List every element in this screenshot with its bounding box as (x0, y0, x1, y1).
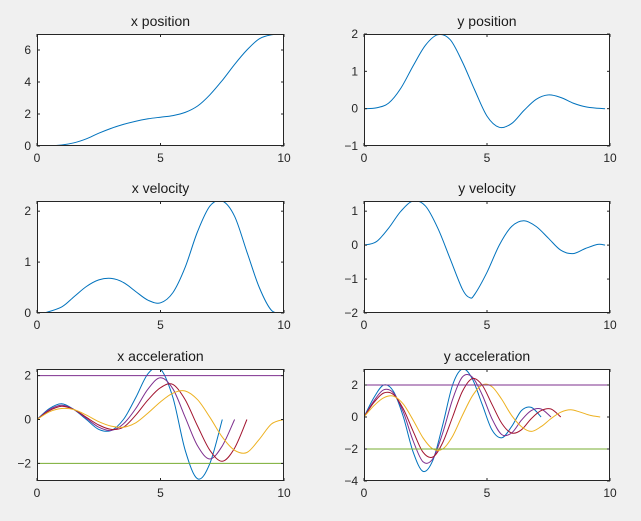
subplot-title: y acceleration (444, 348, 530, 364)
series-line-0 (37, 369, 223, 480)
y-tick-label: 2 (24, 204, 31, 218)
x-tick-label: 10 (277, 318, 291, 332)
series-line-3 (37, 390, 284, 454)
plot-area (364, 201, 610, 313)
y-tick-label: 0 (351, 238, 358, 252)
plot-area (37, 34, 284, 146)
y-tick-label: −1 (344, 272, 358, 286)
series-line-0 (364, 201, 606, 299)
subplot-title: y velocity (458, 180, 516, 196)
plot-area (37, 369, 284, 481)
y-tick-label: 1 (24, 255, 31, 269)
x-tick-label: 10 (277, 486, 291, 500)
y-tick-label: 4 (24, 75, 31, 89)
plot-area (364, 34, 610, 146)
x-tick-label: 5 (157, 151, 164, 165)
series-group (44, 201, 284, 313)
series-line-0 (364, 34, 606, 129)
y-tick-label: 0 (24, 306, 31, 320)
subplot-5: 0 5 10 −4 −2 0 2 y acceleration (344, 348, 617, 500)
y-tick-label: 1 (351, 204, 358, 218)
y-tick-label: 2 (351, 378, 358, 392)
subplot-3: 0 5 10 −2 −1 0 1 y velocity (344, 180, 617, 332)
y-tick-label: 0 (351, 410, 358, 424)
series-line-0 (37, 34, 284, 146)
x-tick-label: 0 (34, 486, 41, 500)
subplot-title: x position (131, 13, 190, 29)
x-tick-label: 0 (361, 486, 368, 500)
y-tick-label: −2 (17, 456, 31, 470)
y-tick-label: −2 (344, 306, 358, 320)
y-tick-label: 6 (24, 43, 31, 57)
y-tick-label: −1 (344, 139, 358, 153)
subplot-title: y position (457, 13, 516, 29)
y-tick-label: 0 (24, 139, 31, 153)
subplot-0: 0 5 10 0 2 4 6 x position (24, 13, 291, 165)
x-tick-label: 0 (361, 318, 368, 332)
series-line-0 (44, 201, 284, 313)
subplot-title: x velocity (132, 180, 190, 196)
y-tick-label: 2 (24, 107, 31, 121)
x-tick-label: 0 (34, 151, 41, 165)
x-tick-label: 5 (157, 486, 164, 500)
x-tick-label: 5 (484, 318, 491, 332)
plot-area (364, 369, 610, 481)
y-tick-label: 0 (24, 413, 31, 427)
subplot-2: 0 5 10 0 1 2 x velocity (24, 180, 291, 332)
x-tick-label: 5 (484, 486, 491, 500)
series-line-1 (364, 374, 552, 464)
y-tick-label: 2 (351, 27, 358, 41)
subplot-4: 0 5 10 −2 0 2 x acceleration (17, 348, 291, 500)
x-tick-label: 5 (157, 318, 164, 332)
series-group (37, 34, 284, 146)
y-tick-label: −2 (344, 442, 358, 456)
series-group (37, 369, 284, 480)
series-group (364, 369, 610, 473)
x-tick-label: 10 (603, 486, 617, 500)
y-tick-label: 1 (351, 64, 358, 78)
series-group (364, 34, 606, 129)
x-tick-label: 5 (484, 151, 491, 165)
y-tick-label: −4 (344, 474, 358, 488)
x-tick-label: 0 (361, 151, 368, 165)
plot-area (37, 201, 284, 313)
x-tick-label: 0 (34, 318, 41, 332)
subplot-title: x acceleration (117, 348, 203, 364)
series-group (364, 201, 606, 299)
y-tick-label: 2 (24, 369, 31, 383)
x-tick-label: 10 (277, 151, 291, 165)
x-tick-label: 10 (603, 318, 617, 332)
x-tick-label: 10 (603, 151, 617, 165)
y-tick-label: 0 (351, 102, 358, 116)
